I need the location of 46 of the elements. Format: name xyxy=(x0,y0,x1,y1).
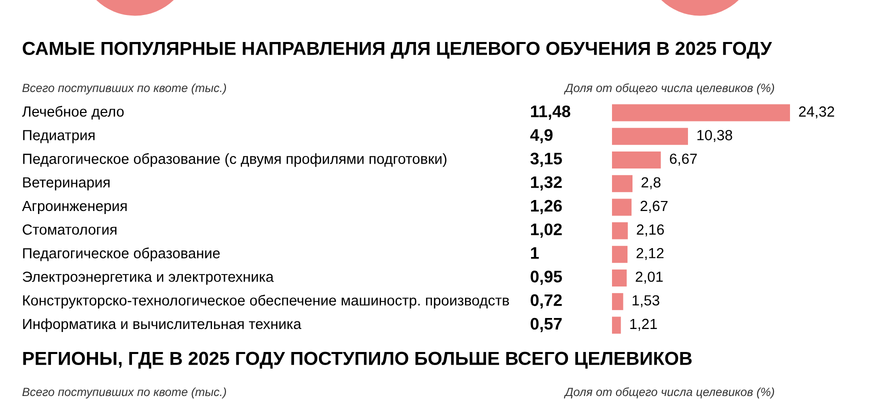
bar xyxy=(612,270,627,286)
text: 11,48 xyxy=(531,105,570,120)
y-tick-label: Ветеринария xyxy=(23,177,110,190)
y-tick-label: Педиатрия xyxy=(23,130,95,144)
data-label: 2,01 xyxy=(636,272,663,284)
text: 0,57 xyxy=(530,318,562,332)
y-tick-label: Агроинженерия xyxy=(22,200,127,214)
y-tick-label: Электроэнергетика и электротехника xyxy=(22,272,274,285)
bar xyxy=(612,152,661,168)
text: 1,02 xyxy=(531,223,562,238)
y-tick-label: Лечебное дело xyxy=(22,106,124,120)
text: САМЫЕ ПОПУЛЯРНЫЕ НАПРАВЛЕНИЯ ДЛЯ ЦЕЛЕВОГО ОБУЧЕНИЯ В 2025 ГОДУ xyxy=(22,42,772,59)
data-label: 6,67 xyxy=(670,154,697,166)
y-tick-label: Педагогическое образование xyxy=(23,248,220,262)
text: 1,32 xyxy=(531,176,562,190)
bar xyxy=(612,316,621,334)
data-label: 1,21 xyxy=(630,318,657,331)
y-tick-label: Конструкторско-технологическое обеспечение машиностр. производств xyxy=(23,294,509,308)
text: Доля от общего числа целевиков (%) xyxy=(564,83,774,94)
bar xyxy=(612,222,628,240)
text: Доля от общего числа целевиков (%) xyxy=(564,387,774,398)
data-label: 1,53 xyxy=(632,295,660,308)
data-label: 2,67 xyxy=(640,200,668,213)
bar xyxy=(612,293,624,310)
text: РЕГИОНЫ, ГДЕ В 2025 ГОДУ ПОСТУПИЛО БОЛЬШЕ ВСЕГО ЦЕЛЕВИКОВ xyxy=(23,352,692,369)
data-label: 2,16 xyxy=(636,224,664,236)
text: 0,95 xyxy=(530,270,562,285)
y-tick-label: Педагогическое образование (с двумя профилями подготовки) xyxy=(23,153,446,167)
text: 0,72 xyxy=(530,294,562,308)
data-label: 10,38 xyxy=(697,130,732,142)
text: 4,9 xyxy=(530,129,553,144)
data-label: 2,12 xyxy=(636,248,664,260)
bar xyxy=(612,175,632,192)
bar xyxy=(612,128,688,145)
y-tick-label: Информатика и вычислительная техника xyxy=(23,318,302,332)
bar xyxy=(612,246,628,263)
text: 3,15 xyxy=(530,152,562,167)
text: Всего поступивших по квоте (тыс.) xyxy=(22,83,226,94)
text: 1,26 xyxy=(531,200,562,214)
bar xyxy=(612,104,790,122)
text: Всего поступивших по квоте (тыс.) xyxy=(22,387,226,398)
text: 1 xyxy=(531,247,539,259)
data-label: 2,8 xyxy=(642,177,660,190)
bar xyxy=(612,198,632,216)
data-label: 24,32 xyxy=(799,106,834,118)
y-tick-label: Стоматология xyxy=(22,224,116,235)
